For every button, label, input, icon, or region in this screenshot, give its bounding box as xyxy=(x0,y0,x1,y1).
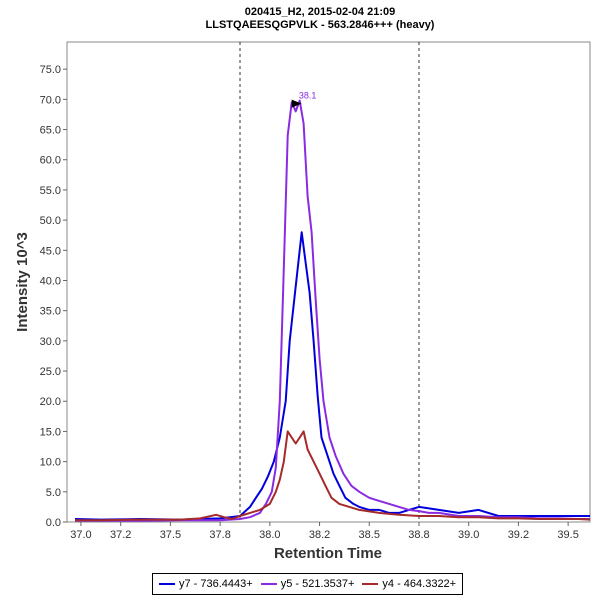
y-tick-label: 5.0 xyxy=(46,487,61,499)
legend-item-2: y5 - 521.3537+ xyxy=(260,578,355,590)
legend-label: y4 - 464.3322+ xyxy=(382,578,457,590)
x-axis-title: Retention Time xyxy=(274,545,382,562)
y-tick-label: 10.0 xyxy=(40,457,61,469)
legend: y7 - 736.4443+ y5 - 521.3537+ y4 - 464.332… xyxy=(152,573,464,595)
peak-marker-icon xyxy=(291,99,302,108)
y-tick-label: 50.0 xyxy=(40,215,61,227)
chart-title: 020415_H2, 2015-02-04 21:09 xyxy=(245,6,395,18)
series-line-3 xyxy=(75,430,591,522)
y-tick-label: 15.0 xyxy=(40,426,61,438)
legend-swatch xyxy=(362,583,379,585)
x-axis-ticks: 37.0 37.2 37.5 37.8 38.0 38.2 38.5 38.8 39.0 39.2… xyxy=(70,522,579,541)
y-tick-label: 40.0 xyxy=(40,275,61,287)
y-tick-label: 20.0 xyxy=(40,396,61,408)
legend-swatch xyxy=(260,583,277,585)
y-axis-ticks: 0.0 5.0 10.0 15.0 20.0 25.0 30.0 35.0 40.0 45.0 50… xyxy=(40,64,67,529)
legend-swatch xyxy=(159,583,175,585)
series-line-2 xyxy=(75,99,590,522)
x-tick-label: 39.5 xyxy=(557,529,578,541)
x-tick-label: 37.5 xyxy=(160,529,181,541)
x-tick-label: 38.5 xyxy=(359,529,380,541)
legend-label: y5 - 521.3537+ xyxy=(280,578,355,590)
legend-item-1: y7 - 736.4443+ xyxy=(159,578,253,590)
series-line-1 xyxy=(74,231,590,521)
peak-annotation: 38.1 xyxy=(291,91,317,108)
y-tick-label: 65.0 xyxy=(40,125,61,137)
plot-area: 0.0 5.0 10.0 15.0 20.0 25.0 30.0 35.0 40.0 45.0 50… xyxy=(40,41,591,541)
x-tick-label: 38.0 xyxy=(259,529,280,541)
x-tick-label: 37.2 xyxy=(110,529,131,541)
y-tick-label: 70.0 xyxy=(40,94,61,106)
y-tick-label: 55.0 xyxy=(40,185,61,197)
x-tick-label: 39.0 xyxy=(458,529,479,541)
plot-frame xyxy=(66,41,591,523)
x-tick-label: 37.0 xyxy=(70,529,91,541)
y-tick-label: 60.0 xyxy=(40,155,61,167)
x-tick-label: 38.8 xyxy=(408,529,429,541)
x-tick-label: 37.8 xyxy=(209,529,230,541)
y-tick-label: 25.0 xyxy=(40,366,61,378)
legend-item-3: y4 - 464.3322+ xyxy=(362,578,456,590)
chart-subtitle: LLSTQAEESQGPVLK - 563.2846+++ (heavy) xyxy=(206,19,435,31)
y-tick-label: 35.0 xyxy=(40,306,61,318)
y-tick-label: 30.0 xyxy=(40,336,61,348)
y-axis-title: Intensity 10^3 xyxy=(14,232,31,332)
y-tick-label: 45.0 xyxy=(40,245,61,257)
legend-label: y7 - 736.4443+ xyxy=(179,578,253,590)
peak-boundaries xyxy=(239,42,420,522)
y-tick-label: 0.0 xyxy=(46,517,61,529)
series-lines xyxy=(74,99,591,522)
x-tick-label: 38.2 xyxy=(309,529,330,541)
x-tick-label: 39.2 xyxy=(508,529,529,541)
peak-label: 38.1 xyxy=(299,91,317,101)
y-tick-label: 75.0 xyxy=(40,64,61,76)
